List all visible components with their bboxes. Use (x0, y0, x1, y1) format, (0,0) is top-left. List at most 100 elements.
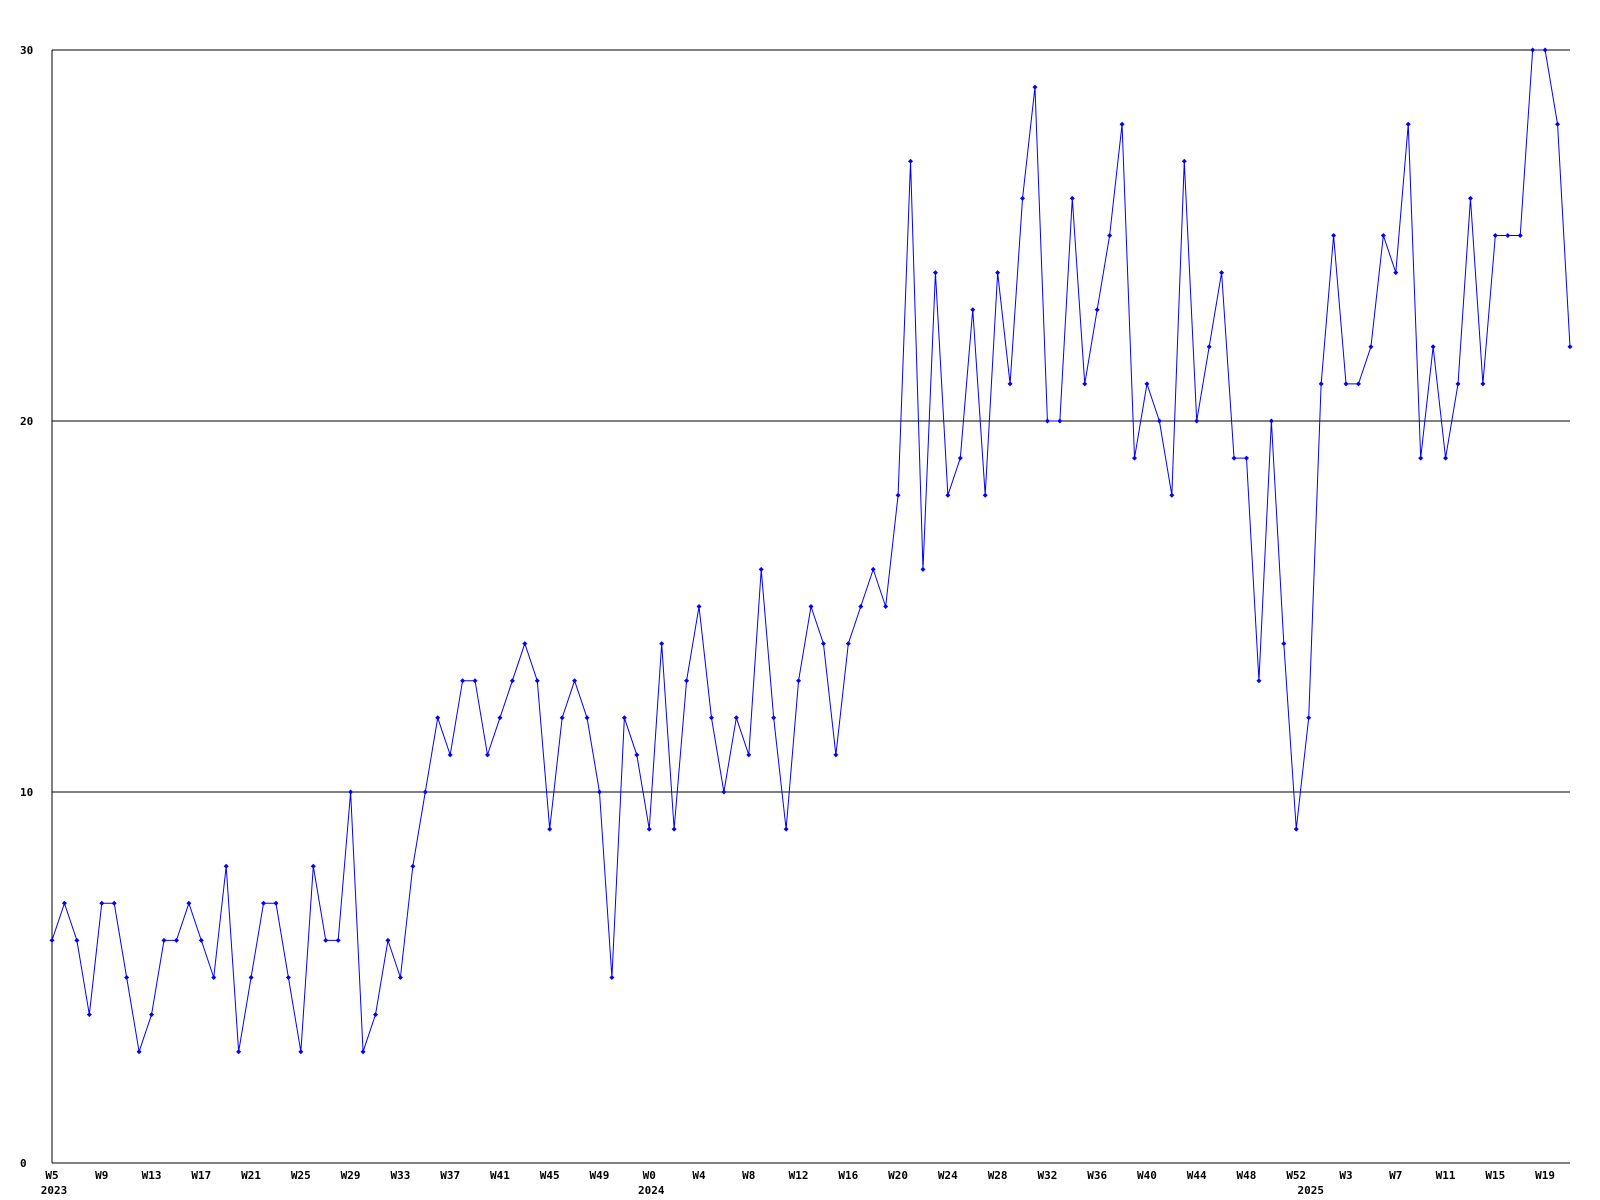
data-point (472, 678, 478, 684)
x-tick-label: W16 (838, 1169, 858, 1182)
x-tick-label: W24 (938, 1169, 958, 1182)
data-point (796, 678, 802, 684)
data-point (49, 937, 55, 943)
data-point (1542, 47, 1548, 53)
x-tick-label: W40 (1137, 1169, 1157, 1182)
data-point (596, 789, 602, 795)
data-point (522, 641, 528, 647)
x-tick-label: W52 (1286, 1169, 1306, 1182)
data-point (497, 715, 503, 721)
data-point (733, 715, 739, 721)
data-point (858, 604, 864, 609)
data-point (509, 678, 515, 684)
x-tick-label: W20 (888, 1169, 908, 1182)
data-point (136, 1049, 142, 1055)
data-point (99, 900, 105, 906)
x-tick-label: W4 (692, 1169, 706, 1182)
data-point (1331, 233, 1337, 238)
x-tick-label: W37 (440, 1169, 460, 1182)
data-point (1219, 270, 1225, 276)
data-point (1044, 418, 1050, 424)
data-point (385, 937, 391, 943)
y-tick-label: 20 (20, 415, 33, 428)
data-point (61, 900, 67, 906)
data-point (198, 937, 204, 943)
data-point (970, 307, 976, 313)
data-point (348, 789, 354, 795)
x-group-label: 2025 (1297, 1184, 1324, 1197)
data-point (186, 900, 192, 906)
data-point (684, 678, 690, 684)
data-point (1492, 233, 1498, 238)
data-point (397, 975, 403, 980)
data-point (86, 1012, 92, 1018)
data-point (236, 1049, 242, 1055)
data-point (1455, 381, 1461, 387)
data-point (1032, 84, 1038, 90)
x-tick-label: W5 (45, 1169, 58, 1182)
data-point (845, 641, 851, 647)
x-tick-label: W9 (95, 1169, 108, 1182)
x-tick-label: W12 (789, 1169, 809, 1182)
data-point (435, 715, 441, 721)
data-point (1355, 381, 1361, 387)
x-tick-label: W45 (540, 1169, 560, 1182)
data-point (298, 1049, 304, 1055)
data-point (883, 604, 889, 609)
data-point (335, 937, 341, 943)
data-point (721, 789, 727, 795)
x-tick-label: W11 (1436, 1169, 1456, 1182)
data-point (833, 752, 839, 758)
x-tick-label: W0 (643, 1169, 656, 1182)
data-point (1231, 455, 1237, 461)
data-point (621, 715, 627, 721)
data-point (1169, 492, 1175, 498)
data-point (447, 752, 453, 758)
x-tick-label: W21 (241, 1169, 261, 1182)
data-point (1281, 641, 1287, 647)
data-point (1094, 307, 1100, 313)
y-tick-label: 30 (20, 44, 33, 57)
data-point (559, 715, 565, 721)
data-point (547, 826, 553, 832)
data-point (285, 975, 291, 980)
data-point (584, 715, 590, 721)
data-point (746, 752, 752, 758)
data-point (310, 863, 316, 869)
data-point (1107, 233, 1113, 238)
data-point (758, 566, 764, 572)
data-point (1318, 381, 1324, 387)
data-point (659, 641, 665, 647)
data-point (870, 566, 876, 572)
data-point (808, 604, 814, 609)
data-point (820, 641, 826, 647)
x-tick-label: W8 (742, 1169, 755, 1182)
data-point (149, 1012, 155, 1018)
data-point (908, 158, 914, 164)
data-point (173, 937, 179, 943)
x-tick-label: W32 (1037, 1169, 1057, 1182)
data-point (1057, 418, 1063, 424)
data-point (696, 604, 702, 609)
data-point (422, 789, 428, 795)
data-point (920, 566, 926, 572)
data-point (634, 752, 640, 758)
data-point (1405, 121, 1411, 127)
x-group-label: 2024 (638, 1184, 665, 1197)
data-point (1293, 826, 1299, 832)
data-point (1418, 455, 1424, 461)
x-tick-label: W28 (988, 1169, 1008, 1182)
data-point (1082, 381, 1088, 387)
x-tick-label: W13 (142, 1169, 162, 1182)
data-point (1306, 715, 1312, 721)
data-point (373, 1012, 379, 1018)
data-point (783, 826, 789, 832)
data-point (1069, 195, 1075, 201)
x-tick-label: W48 (1237, 1169, 1257, 1182)
data-point (460, 678, 466, 684)
data-point (1567, 344, 1573, 350)
data-point (124, 975, 130, 980)
x-group-label: 2023 (41, 1184, 68, 1197)
x-tick-label: W49 (590, 1169, 610, 1182)
data-point (1119, 121, 1125, 127)
